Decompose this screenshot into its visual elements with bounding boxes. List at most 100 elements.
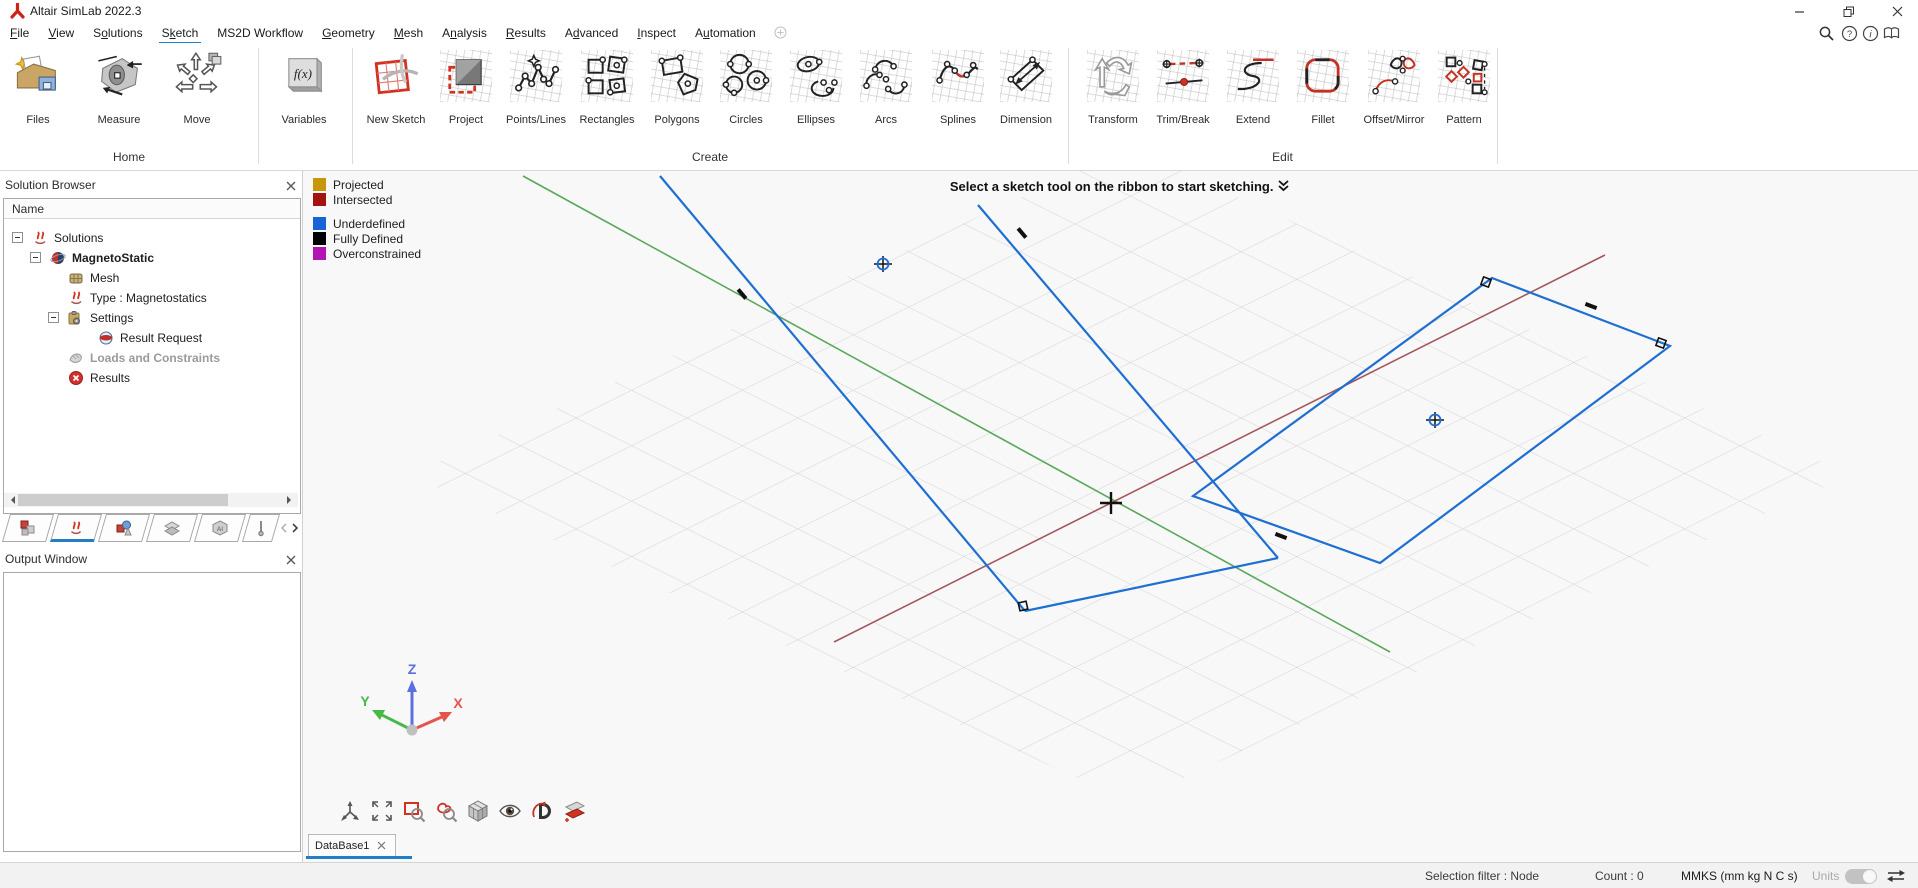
ribbon-button-measure[interactable]: Measure xyxy=(82,50,156,145)
visibility-eye-icon[interactable] xyxy=(498,798,522,824)
move-icon xyxy=(175,51,222,94)
ribbon-button-move[interactable]: Move xyxy=(160,50,234,145)
tab-ai-browser[interactable]: AI xyxy=(193,514,247,542)
tab-groups-browser[interactable] xyxy=(145,514,199,542)
tree-expander-icon[interactable] xyxy=(12,232,23,243)
sketch-bottom-edge[interactable] xyxy=(1024,556,1279,613)
menu-inspect[interactable]: Inspect xyxy=(637,25,676,40)
tab-probe-browser[interactable] xyxy=(241,514,281,542)
tree-row-loads-constraints[interactable]: Loads and Constraints xyxy=(4,349,300,367)
tab-assembly-browser[interactable] xyxy=(97,514,151,542)
ribbon-button-extend[interactable]: Extend xyxy=(1216,50,1290,145)
tree-horizontal-scrollbar[interactable] xyxy=(4,493,298,507)
ribbon-button-rectangles[interactable]: Rectangles xyxy=(570,50,644,145)
menu-solutions[interactable]: Solutions xyxy=(93,25,143,40)
ribbon-button-polygons[interactable]: Polygons xyxy=(640,50,714,145)
menu-analysis[interactable]: Analysis xyxy=(442,25,487,40)
tree-row-solutions[interactable]: Solutions xyxy=(4,229,300,247)
isometric-view-icon[interactable] xyxy=(466,798,490,824)
triad-toggle-icon[interactable] xyxy=(338,798,362,824)
axis-triad[interactable]: Z Y X xyxy=(352,648,468,742)
center-point-marker[interactable] xyxy=(874,256,892,272)
output-window-close-icon[interactable] xyxy=(285,554,297,566)
info-icon[interactable]: i xyxy=(1862,25,1879,42)
ribbon-button-circles[interactable]: Circles xyxy=(709,50,783,145)
tree-row-settings[interactable]: Settings xyxy=(4,309,300,327)
ribbon-button-new-sketch[interactable]: New Sketch xyxy=(359,50,433,145)
ribbon-button-dimension[interactable]: Dimension xyxy=(989,50,1063,145)
tab-scroll-right-icon[interactable] xyxy=(291,523,299,533)
panel-divider[interactable] xyxy=(302,171,303,862)
ribbon-button-ellipses[interactable]: Ellipses xyxy=(779,50,853,145)
restore-button[interactable] xyxy=(1836,3,1862,20)
section-planes-icon[interactable] xyxy=(562,798,586,824)
menu-view[interactable]: View xyxy=(48,25,75,40)
zoom-lasso-icon[interactable] xyxy=(434,798,458,824)
extend-icon xyxy=(1227,50,1279,102)
tab-solution-browser[interactable] xyxy=(49,514,103,542)
tree-row-results[interactable]: Results xyxy=(4,369,300,387)
ribbon-button-label: Move xyxy=(183,114,211,126)
tree-row-magnetostatic[interactable]: MagnetoStatic xyxy=(4,249,300,267)
ribbon-button-arcs[interactable]: Arcs xyxy=(849,50,923,145)
scroll-right-arrow-icon[interactable] xyxy=(287,496,295,504)
legend-swatch xyxy=(313,232,326,245)
units-toggle[interactable] xyxy=(1845,869,1877,884)
output-window-content[interactable] xyxy=(3,572,301,852)
sketch-line-1[interactable] xyxy=(659,175,1026,612)
document-tab-label: DataBase1 xyxy=(315,839,370,852)
close-button[interactable] xyxy=(1884,3,1910,20)
document-tab-close-icon[interactable] xyxy=(377,841,386,850)
ribbon-separator xyxy=(1497,48,1498,164)
sketch-rectangle[interactable] xyxy=(1190,276,1673,565)
collapse-message-chevron-icon[interactable] xyxy=(1277,179,1290,193)
tab-scroll-left-icon[interactable] xyxy=(280,523,288,533)
ribbon-button-pattern[interactable]: Pattern xyxy=(1427,50,1501,145)
document-tab-database1[interactable]: DataBase1 xyxy=(308,834,396,856)
sketch-canvas[interactable] xyxy=(303,171,1918,862)
tree-column-header[interactable]: Name xyxy=(4,199,300,219)
legend-item: Underdefined xyxy=(313,216,421,231)
ribbon-button-splines[interactable]: Splines xyxy=(921,50,995,145)
sketch-line-2[interactable] xyxy=(977,204,1279,559)
solution-browser-close-icon[interactable] xyxy=(285,180,297,192)
menu-customize-icon[interactable] xyxy=(774,26,787,39)
tree-row-solution-type[interactable]: Type : Magnetostatics xyxy=(4,289,300,307)
ribbon-button-files[interactable]: Files xyxy=(1,50,75,145)
scrollbar-thumb[interactable] xyxy=(18,494,228,506)
fit-view-icon[interactable] xyxy=(370,798,394,824)
rotate-3d-icon[interactable] xyxy=(530,798,554,824)
search-icon[interactable] xyxy=(1818,25,1835,42)
menu-ms2d-workflow[interactable]: MS2D Workflow xyxy=(217,25,304,40)
magnetostatic-icon xyxy=(50,252,66,264)
altair-logo-icon xyxy=(10,3,25,19)
tree-expander-icon[interactable] xyxy=(48,312,59,323)
ribbon-button-trim-break[interactable]: Trim/Break xyxy=(1146,50,1220,145)
center-point-marker[interactable] xyxy=(1426,412,1444,428)
tree-row-result-request[interactable]: Result Request xyxy=(4,329,300,347)
sync-units-icon[interactable] xyxy=(1886,868,1906,884)
parallel-marker xyxy=(736,288,748,300)
menu-sketch[interactable]: Sketch xyxy=(158,25,201,44)
ribbon-button-fillet[interactable]: Fillet xyxy=(1286,50,1360,145)
menu-advanced[interactable]: Advanced xyxy=(564,25,619,40)
tree-expander-icon[interactable] xyxy=(30,252,41,263)
scroll-left-arrow-icon[interactable] xyxy=(7,496,15,504)
zoom-window-icon[interactable] xyxy=(402,798,426,824)
menu-automation[interactable]: Automation xyxy=(694,25,756,40)
ribbon-button-project[interactable]: Project xyxy=(429,50,503,145)
manual-book-icon[interactable] xyxy=(1883,25,1900,42)
menu-results[interactable]: Results xyxy=(505,25,546,40)
tab-model-browser[interactable] xyxy=(1,514,55,542)
minimize-button[interactable] xyxy=(1786,3,1812,20)
ribbon-button-points-lines[interactable]: Points/Lines xyxy=(499,50,573,145)
ribbon-button-variables[interactable]: f(x) Variables xyxy=(267,50,341,145)
ribbon-button-transform[interactable]: Transform xyxy=(1076,50,1150,145)
x-axis-label: X xyxy=(453,695,463,711)
help-icon[interactable]: ? xyxy=(1841,25,1858,42)
tree-row-mesh[interactable]: Mesh xyxy=(4,269,300,287)
menu-geometry[interactable]: Geometry xyxy=(322,25,375,40)
menu-mesh[interactable]: Mesh xyxy=(393,25,424,40)
ribbon-button-offset-mirror[interactable]: Offset/Mirror xyxy=(1353,50,1435,145)
menu-file[interactable]: File xyxy=(10,25,30,40)
